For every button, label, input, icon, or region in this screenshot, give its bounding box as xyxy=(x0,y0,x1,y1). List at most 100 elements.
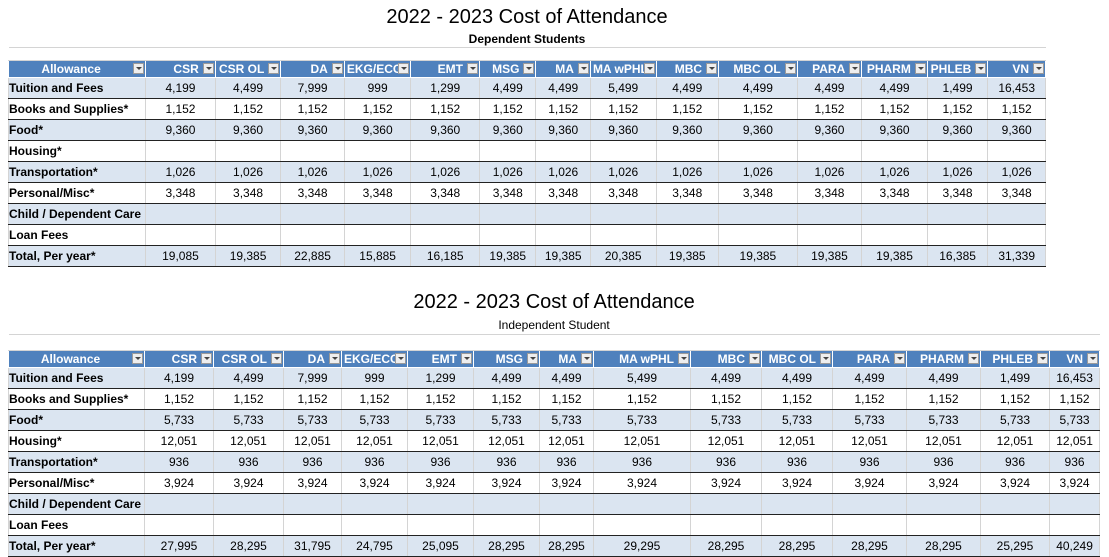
table-row: Total, Per year* 27,995 28,295 31,795 24,795… xyxy=(8,535,1101,557)
table-cell: 1,026 xyxy=(655,161,720,183)
table-cell xyxy=(926,140,989,162)
filter-dropdown-icon[interactable] xyxy=(975,63,987,74)
column-header[interactable]: EMT xyxy=(407,350,474,368)
column-header[interactable]: DA xyxy=(283,350,342,368)
column-header[interactable]: EMT xyxy=(410,60,480,78)
column-header[interactable]: CSR OL xyxy=(213,350,284,368)
table-cell xyxy=(796,140,863,162)
table-cell: 999 xyxy=(341,367,408,389)
dependent-cost-table: 2022 - 2023 Cost of Attendance Dependent … xyxy=(7,4,1046,267)
row-label: Food* xyxy=(8,409,145,431)
filter-dropdown-icon[interactable] xyxy=(398,63,410,74)
filter-dropdown-icon[interactable] xyxy=(461,353,472,364)
column-header[interactable]: CSR OL xyxy=(214,60,282,78)
table-cell xyxy=(343,224,412,246)
filter-dropdown-icon[interactable] xyxy=(133,63,145,74)
column-header[interactable]: VN xyxy=(987,60,1046,78)
table-cell: 19,385 xyxy=(478,245,537,267)
table-cell xyxy=(145,224,216,246)
column-header[interactable]: CSR xyxy=(144,350,214,368)
column-header[interactable]: PHARM xyxy=(861,60,928,78)
table-cell xyxy=(214,140,282,162)
table-cell xyxy=(926,203,989,225)
filter-dropdown-icon[interactable] xyxy=(706,63,718,74)
filter-dropdown-icon[interactable] xyxy=(643,63,655,74)
filter-dropdown-icon[interactable] xyxy=(329,353,340,364)
filter-dropdown-icon[interactable] xyxy=(749,353,760,364)
table-cell: 1,499 xyxy=(980,367,1050,389)
spacer-cell xyxy=(535,47,591,61)
filter-dropdown-icon[interactable] xyxy=(268,63,280,74)
table-cell: 19,385 xyxy=(796,245,863,267)
column-header[interactable]: CSR xyxy=(145,60,216,78)
table-cell xyxy=(410,224,480,246)
table-cell: 936 xyxy=(341,451,408,473)
filter-dropdown-icon[interactable] xyxy=(784,63,796,74)
column-header[interactable]: MA xyxy=(539,350,594,368)
column-header[interactable]: MBC OL xyxy=(761,350,833,368)
table-cell: 28,295 xyxy=(690,535,762,557)
column-header[interactable]: MA wPHL xyxy=(593,350,691,368)
table-cell: 1,026 xyxy=(926,161,989,183)
filter-dropdown-icon[interactable] xyxy=(577,63,589,74)
table-cell: 3,348 xyxy=(987,182,1046,204)
column-header[interactable]: PARA xyxy=(796,60,863,78)
filter-dropdown-icon[interactable] xyxy=(1033,63,1044,74)
filter-dropdown-icon[interactable] xyxy=(523,63,535,74)
filter-dropdown-icon[interactable] xyxy=(581,353,592,364)
filter-dropdown-icon[interactable] xyxy=(271,353,282,364)
table-cell xyxy=(655,224,720,246)
column-header[interactable]: DA xyxy=(280,60,345,78)
column-header[interactable]: MA xyxy=(535,60,591,78)
table-cell: 1,026 xyxy=(145,161,216,183)
column-header[interactable]: PHLEB xyxy=(926,60,989,78)
filter-dropdown-icon[interactable] xyxy=(849,63,861,74)
filter-dropdown-icon[interactable] xyxy=(132,353,143,364)
table-cell: 1,152 xyxy=(690,388,762,410)
filter-dropdown-icon[interactable] xyxy=(1037,353,1048,364)
table-cell: 1,152 xyxy=(832,388,907,410)
column-header[interactable]: MBC xyxy=(655,60,720,78)
column-header[interactable]: PHLEB xyxy=(980,350,1050,368)
header-label: EKG/ECG xyxy=(346,62,403,76)
filter-dropdown-icon[interactable] xyxy=(467,63,478,74)
column-header[interactable]: MSG xyxy=(473,350,540,368)
filter-dropdown-icon[interactable] xyxy=(331,63,343,74)
column-header[interactable]: PHARM xyxy=(906,350,981,368)
filter-dropdown-icon[interactable] xyxy=(201,353,212,364)
table-cell xyxy=(341,514,408,536)
column-header[interactable]: EKG/ECG xyxy=(343,60,412,78)
table-cell: 9,360 xyxy=(655,119,720,141)
filter-dropdown-icon[interactable] xyxy=(968,353,979,364)
column-header[interactable]: VN xyxy=(1048,350,1101,368)
table-cell: 3,348 xyxy=(589,182,657,204)
table-cell xyxy=(214,203,282,225)
table-cell xyxy=(473,493,540,515)
column-header[interactable]: MBC xyxy=(690,350,762,368)
table-cell xyxy=(283,514,342,536)
filter-dropdown-icon[interactable] xyxy=(202,63,214,74)
column-header[interactable]: MBC OL xyxy=(718,60,798,78)
column-header[interactable]: MA wPHL xyxy=(589,60,657,78)
table-cell: 19,385 xyxy=(718,245,798,267)
filter-dropdown-icon[interactable] xyxy=(678,353,689,364)
filter-dropdown-icon[interactable] xyxy=(1087,353,1099,364)
table-cell: 1,026 xyxy=(796,161,863,183)
header-label: VN xyxy=(1012,62,1029,76)
filter-dropdown-icon[interactable] xyxy=(395,353,406,364)
filter-dropdown-icon[interactable] xyxy=(820,353,831,364)
filter-dropdown-icon[interactable] xyxy=(894,353,905,364)
filter-dropdown-icon[interactable] xyxy=(914,63,926,74)
table-cell: 5,733 xyxy=(593,409,691,431)
spacer-cell xyxy=(213,334,284,351)
column-header[interactable]: EKG/ECG xyxy=(341,350,408,368)
column-header[interactable]: MSG xyxy=(478,60,537,78)
header-label: PHLEB xyxy=(992,352,1033,366)
header-label: DA xyxy=(307,352,325,366)
allowance-header[interactable]: Allowance xyxy=(8,350,145,368)
allowance-header[interactable]: Allowance xyxy=(7,60,147,78)
column-header[interactable]: PARA xyxy=(832,350,907,368)
filter-dropdown-icon[interactable] xyxy=(527,353,538,364)
table-cell: 1,152 xyxy=(144,388,214,410)
row-label: Tuition and Fees xyxy=(8,367,145,389)
